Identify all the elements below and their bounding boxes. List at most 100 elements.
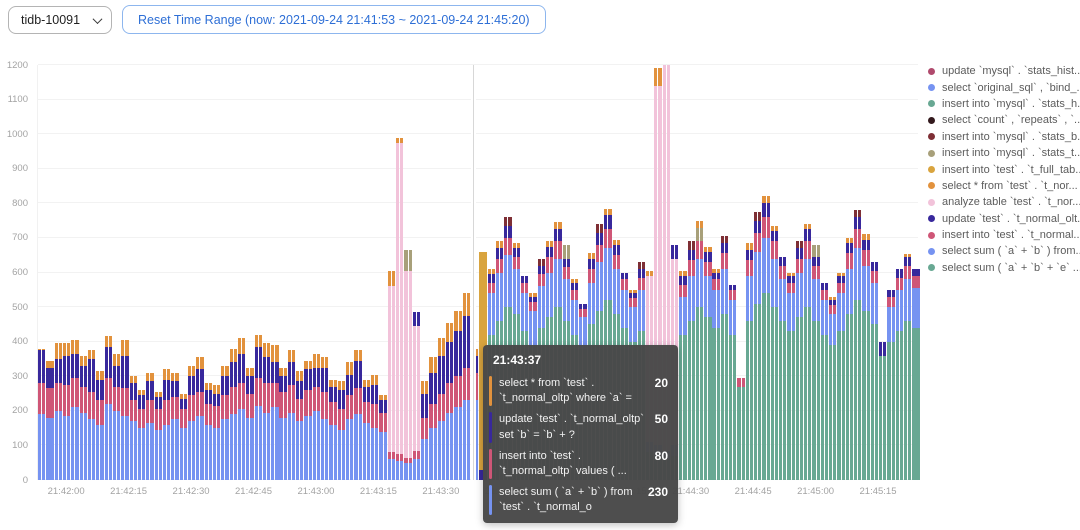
stacked-bar[interactable] [133, 376, 137, 480]
stacked-bar[interactable] [679, 270, 683, 480]
stacked-bar[interactable] [908, 253, 912, 480]
stacked-bar[interactable] [266, 343, 271, 480]
stacked-bar[interactable] [371, 374, 375, 480]
stacked-bar[interactable] [862, 234, 866, 480]
stacked-bar[interactable] [783, 256, 787, 480]
stacked-bar[interactable] [433, 357, 437, 480]
stacked-bar[interactable] [883, 341, 887, 480]
stacked-bar[interactable] [283, 367, 287, 480]
stacked-bar[interactable] [366, 379, 371, 480]
stacked-bar[interactable] [217, 384, 221, 480]
stacked-bar[interactable] [79, 355, 83, 480]
stacked-bar[interactable] [737, 377, 741, 480]
stacked-bar[interactable] [279, 367, 283, 480]
stacked-bar[interactable] [766, 196, 770, 480]
stacked-bar[interactable] [416, 312, 421, 480]
stacked-bar[interactable] [179, 393, 183, 480]
stacked-bar[interactable] [183, 393, 187, 480]
stacked-bar[interactable] [833, 296, 837, 480]
stacked-bar[interactable] [154, 391, 158, 480]
stacked-bar[interactable] [383, 395, 387, 480]
stacked-bar[interactable] [683, 270, 687, 480]
stacked-bar[interactable] [466, 293, 471, 480]
stacked-bar[interactable] [804, 224, 808, 480]
stacked-bar[interactable] [300, 371, 304, 480]
stacked-bar[interactable] [450, 322, 454, 480]
instance-select[interactable]: tidb-10091 [8, 6, 112, 34]
stacked-bar[interactable] [258, 334, 262, 480]
legend-item[interactable]: update `test` . `t_normal_olt... [928, 211, 1080, 227]
stacked-bar[interactable] [458, 310, 462, 480]
stacked-bar[interactable] [212, 384, 217, 480]
stacked-bar[interactable] [799, 241, 804, 480]
stacked-bar[interactable] [716, 269, 720, 480]
stacked-bar[interactable] [762, 196, 766, 480]
stacked-bar[interactable] [895, 269, 899, 480]
stacked-bar[interactable] [142, 390, 146, 480]
stacked-bar[interactable] [287, 350, 291, 480]
stacked-bar[interactable] [779, 256, 783, 480]
stacked-bar[interactable] [429, 357, 433, 480]
stacked-bar[interactable] [162, 369, 167, 480]
stacked-bar[interactable] [83, 355, 87, 480]
reset-time-range-button[interactable]: Reset Time Range (now: 2021-09-24 21:41:… [122, 5, 546, 34]
stacked-bar[interactable] [275, 345, 279, 480]
stacked-bar[interactable] [691, 241, 695, 480]
stacked-bar[interactable] [46, 360, 50, 480]
stacked-bar[interactable] [333, 379, 337, 480]
stacked-bar[interactable] [791, 272, 795, 480]
legend-item[interactable]: update `mysql` . `stats_hist... [928, 63, 1080, 79]
stacked-bar[interactable] [425, 381, 429, 480]
stacked-bar[interactable] [379, 395, 383, 480]
stacked-bar[interactable] [729, 284, 733, 480]
stacked-bar[interactable] [845, 237, 849, 480]
stacked-bar[interactable] [225, 365, 229, 480]
stacked-bar[interactable] [38, 348, 42, 480]
stacked-bar[interactable] [350, 362, 354, 480]
stacked-bar[interactable] [62, 343, 67, 480]
stacked-bar[interactable] [104, 336, 108, 480]
stacked-bar[interactable] [246, 367, 250, 480]
stacked-bar[interactable] [770, 225, 774, 480]
stacked-bar[interactable] [308, 360, 312, 480]
stacked-bar[interactable] [408, 250, 412, 480]
stacked-bar[interactable] [125, 339, 129, 480]
legend-item[interactable]: analyze table `test` . `t_nor... [928, 194, 1080, 210]
stacked-bar[interactable] [858, 210, 862, 480]
stacked-bar[interactable] [699, 220, 704, 480]
stacked-bar[interactable] [100, 371, 104, 480]
stacked-bar[interactable] [841, 272, 845, 480]
stacked-bar[interactable] [795, 241, 799, 480]
stacked-bar[interactable] [237, 338, 242, 480]
stacked-bar[interactable] [67, 343, 71, 480]
stacked-bar[interactable] [87, 350, 92, 480]
legend-item[interactable]: select sum ( `a` + `b` + `e` ... [928, 260, 1080, 276]
stacked-bar[interactable] [687, 241, 691, 480]
stacked-bar[interactable] [58, 343, 62, 480]
stacked-bar[interactable] [92, 350, 96, 480]
stacked-bar[interactable] [167, 369, 171, 480]
legend-item[interactable]: select `count` , `repeats` , `... [928, 112, 1080, 128]
stacked-bar[interactable] [362, 379, 366, 480]
stacked-bar[interactable] [824, 282, 829, 480]
stacked-bar[interactable] [158, 391, 162, 480]
stacked-bar[interactable] [233, 348, 237, 480]
stacked-bar[interactable] [196, 357, 200, 480]
stacked-bar[interactable] [204, 383, 208, 480]
stacked-bar[interactable] [899, 269, 904, 480]
stacked-bar[interactable] [916, 269, 920, 480]
stacked-bar[interactable] [475, 348, 479, 480]
stacked-bar[interactable] [870, 262, 874, 480]
stacked-bar[interactable] [208, 383, 212, 480]
stacked-bar[interactable] [479, 251, 483, 480]
stacked-bar[interactable] [229, 348, 233, 480]
stacked-bar[interactable] [745, 243, 749, 480]
stacked-bar[interactable] [912, 269, 916, 480]
stacked-bar[interactable] [720, 236, 724, 480]
stacked-bar[interactable] [129, 376, 133, 480]
stacked-bar[interactable] [250, 367, 254, 480]
stacked-bar[interactable] [329, 379, 333, 480]
stacked-bar[interactable] [866, 234, 870, 480]
stacked-bar[interactable] [375, 374, 379, 480]
stacked-bar[interactable] [874, 262, 879, 480]
